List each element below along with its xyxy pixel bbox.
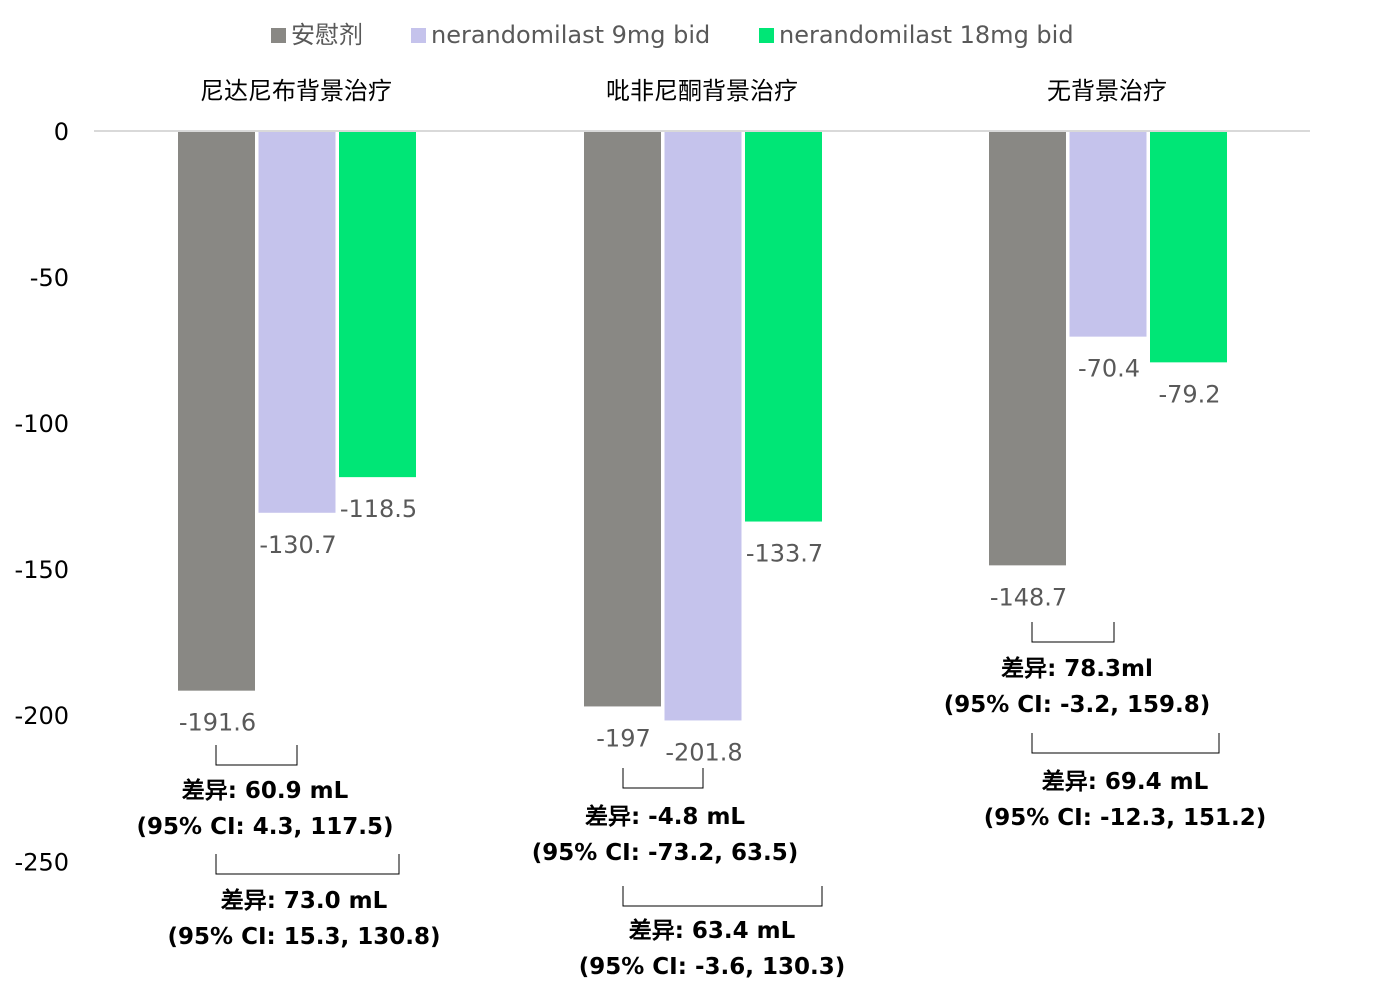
value-label-g2-s1: -70.4 xyxy=(1078,355,1140,383)
annotation-diff-2: 差异: -4.8 mL xyxy=(585,803,745,830)
legend-label-2: nerandomilast 18mg bid xyxy=(779,21,1074,49)
y-tick-label-0: 0 xyxy=(54,118,69,146)
annotation-ci-4: (95% CI: -3.2, 159.8) xyxy=(944,692,1211,718)
annotation-ci-0: (95% CI: 4.3, 117.5) xyxy=(137,814,394,840)
value-label-g1-s2: -133.7 xyxy=(746,540,823,568)
value-label-g0-s0: -191.6 xyxy=(179,709,256,737)
bar-g2-s0 xyxy=(989,131,1066,566)
annotation-bracket-1 xyxy=(215,854,400,875)
annotation-ci-5: (95% CI: -12.3, 151.2) xyxy=(984,805,1267,831)
annotation-ci-1: (95% CI: 15.3, 130.8) xyxy=(168,924,441,950)
value-label-g2-s2: -79.2 xyxy=(1158,380,1220,408)
bar-g0-s1 xyxy=(258,131,336,513)
value-label-g2-s0: -148.7 xyxy=(990,583,1067,611)
annotation-ci-2: (95% CI: -73.2, 63.5) xyxy=(532,840,799,866)
annotation-diff-3: 差异: 63.4 mL xyxy=(629,917,796,944)
annotation-bracket-5 xyxy=(1031,733,1220,754)
group-title-2: 无背景治疗 xyxy=(1047,77,1167,105)
legend-swatch-1 xyxy=(411,28,426,43)
bar-g0-s0 xyxy=(178,131,255,691)
value-label-g1-s1: -201.8 xyxy=(665,738,742,766)
bar-g1-s0 xyxy=(584,131,661,707)
value-label-g1-s0: -197 xyxy=(596,724,650,752)
group-title-0: 尼达尼布背景治疗 xyxy=(200,77,392,105)
annotation-bracket-2 xyxy=(622,768,704,789)
value-label-g0-s2: -118.5 xyxy=(340,495,417,523)
annotation-bracket-0 xyxy=(215,745,298,766)
y-tick-label-4: -200 xyxy=(15,702,69,730)
legend-swatch-0 xyxy=(271,28,286,43)
value-label-g0-s1: -130.7 xyxy=(259,531,336,559)
group-title-1: 吡非尼酮背景治疗 xyxy=(606,77,798,105)
annotation-diff-1: 差异: 73.0 mL xyxy=(221,887,388,914)
annotation-diff-0: 差异: 60.9 mL xyxy=(182,777,349,804)
annotation-ci-3: (95% CI: -3.6, 130.3) xyxy=(579,954,846,980)
legend-label-1: nerandomilast 9mg bid xyxy=(431,21,710,49)
legend-swatch-2 xyxy=(759,28,774,43)
y-tick-label-3: -150 xyxy=(15,556,69,584)
bar-g1-s1 xyxy=(664,131,742,721)
annotation-diff-4: 差异: 78.3ml xyxy=(1001,655,1153,682)
y-tick-label-1: -50 xyxy=(30,264,69,292)
annotation-diff-5: 差异: 69.4 mL xyxy=(1042,768,1209,795)
bar-g1-s2 xyxy=(745,131,822,522)
legend-label-0: 安慰剂 xyxy=(291,21,363,49)
bar-g2-s1 xyxy=(1069,131,1147,337)
y-tick-label-2: -100 xyxy=(15,410,69,438)
y-tick-label-5: -250 xyxy=(15,848,69,876)
bar-g2-s2 xyxy=(1150,131,1227,363)
bar-g0-s2 xyxy=(339,131,416,478)
annotation-bracket-4 xyxy=(1031,622,1115,643)
annotation-bracket-3 xyxy=(622,886,823,907)
